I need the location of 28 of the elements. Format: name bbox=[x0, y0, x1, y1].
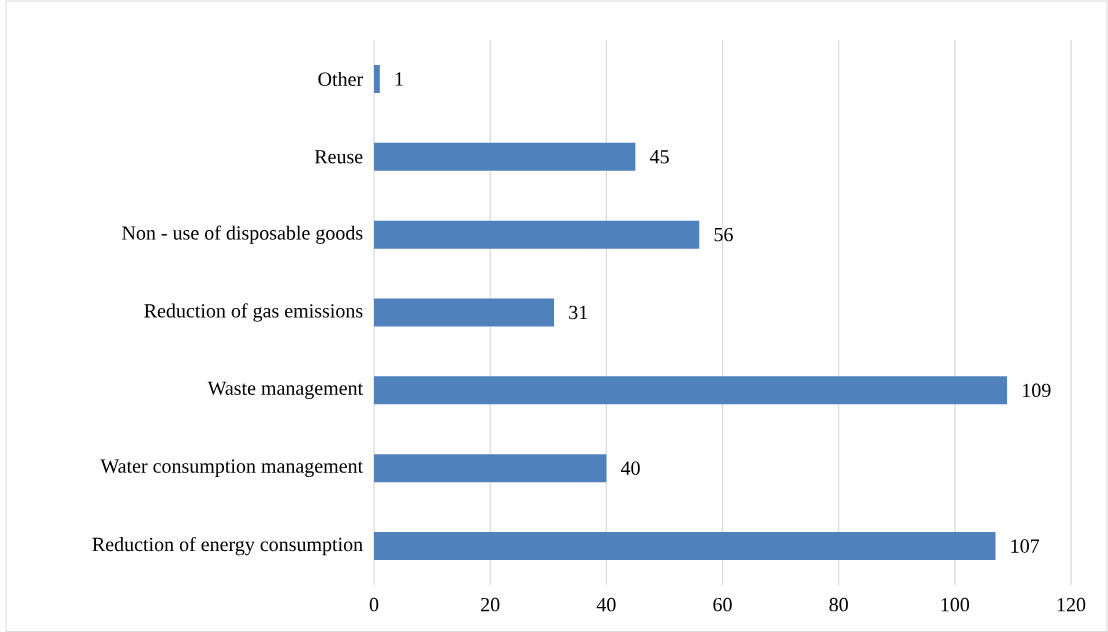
x-tick-label: 120 bbox=[1057, 597, 1086, 612]
data-label: 40 bbox=[620, 461, 640, 475]
y-tick-label: Reuse bbox=[314, 150, 363, 164]
bar bbox=[374, 64, 380, 93]
data-label: 107 bbox=[1011, 539, 1040, 553]
x-tick-label: 100 bbox=[941, 597, 970, 612]
x-tick-label: 80 bbox=[829, 597, 848, 612]
bar bbox=[374, 376, 1008, 405]
data-label: 31 bbox=[569, 305, 588, 320]
y-tick-label: Other bbox=[318, 71, 363, 86]
bar bbox=[374, 298, 555, 327]
bar bbox=[374, 220, 700, 249]
x-tick-label: 20 bbox=[481, 597, 500, 612]
y-tick-label: Non - use of disposable goods bbox=[122, 225, 363, 244]
x-tick-label: 0 bbox=[369, 597, 379, 612]
bar bbox=[374, 142, 636, 171]
bar bbox=[374, 454, 607, 483]
x-tick-label: 40 bbox=[596, 597, 616, 612]
bar bbox=[374, 532, 996, 561]
y-tick-label: Reduction of energy consumption bbox=[92, 536, 363, 556]
data-label: 45 bbox=[649, 150, 669, 164]
data-label: 1 bbox=[395, 72, 403, 86]
y-tick-label: Waste management bbox=[207, 381, 364, 400]
y-tick-label: Water consumption management bbox=[100, 459, 364, 477]
x-tick-label: 60 bbox=[713, 597, 732, 612]
data-label: 109 bbox=[1023, 383, 1051, 398]
data-label: 56 bbox=[714, 227, 733, 242]
y-tick-label: Reduction of gas emissions bbox=[144, 303, 363, 322]
